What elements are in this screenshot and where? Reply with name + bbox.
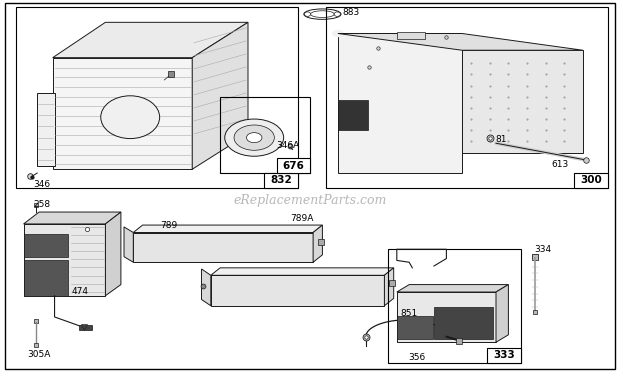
Text: 334: 334: [534, 245, 552, 254]
Ellipse shape: [224, 119, 283, 156]
Bar: [487, 348, 521, 363]
Polygon shape: [211, 268, 394, 275]
Polygon shape: [462, 50, 583, 153]
Ellipse shape: [304, 12, 311, 16]
Polygon shape: [496, 285, 508, 342]
Ellipse shape: [311, 11, 334, 17]
Bar: [277, 158, 310, 173]
Polygon shape: [79, 325, 92, 330]
Text: 832: 832: [270, 176, 292, 185]
Bar: [326, 7, 608, 188]
Polygon shape: [53, 22, 248, 58]
Polygon shape: [133, 232, 313, 262]
Text: 300: 300: [580, 176, 602, 185]
Polygon shape: [211, 275, 384, 306]
Polygon shape: [133, 225, 322, 232]
Bar: [434, 307, 493, 339]
Polygon shape: [202, 269, 211, 306]
Polygon shape: [37, 93, 55, 166]
Text: 333: 333: [493, 350, 515, 360]
Bar: [397, 32, 425, 39]
Polygon shape: [338, 33, 462, 173]
Bar: [338, 100, 368, 130]
Text: 356: 356: [408, 353, 425, 362]
Bar: [220, 97, 310, 173]
Bar: [24, 260, 68, 296]
Polygon shape: [105, 212, 121, 296]
Text: 305A: 305A: [27, 350, 51, 359]
Polygon shape: [192, 22, 248, 169]
Polygon shape: [384, 268, 394, 306]
Text: 851: 851: [400, 309, 417, 318]
Polygon shape: [397, 292, 496, 342]
Polygon shape: [53, 58, 192, 169]
Text: 346A: 346A: [277, 141, 300, 150]
Polygon shape: [124, 227, 133, 262]
Bar: [264, 173, 298, 188]
Text: 789: 789: [160, 221, 177, 230]
Polygon shape: [397, 285, 508, 292]
Text: 883: 883: [343, 8, 360, 17]
Bar: [388, 249, 521, 363]
Polygon shape: [24, 212, 121, 224]
Ellipse shape: [334, 12, 340, 16]
Text: 474: 474: [71, 287, 88, 296]
Ellipse shape: [246, 132, 262, 142]
Text: 258: 258: [33, 200, 50, 209]
Polygon shape: [313, 225, 322, 262]
Ellipse shape: [100, 96, 159, 138]
Text: 676: 676: [282, 161, 304, 170]
Text: eReplacementParts.com: eReplacementParts.com: [233, 195, 387, 207]
Bar: [24, 234, 68, 257]
Bar: [574, 173, 608, 188]
Text: 789A: 789A: [290, 214, 314, 223]
Text: 613: 613: [552, 160, 569, 169]
Ellipse shape: [234, 125, 274, 150]
Polygon shape: [338, 33, 583, 50]
Bar: [16, 7, 298, 188]
Text: 346: 346: [33, 180, 51, 189]
Polygon shape: [24, 224, 105, 296]
Bar: [397, 316, 433, 339]
Ellipse shape: [332, 30, 344, 37]
Text: 81: 81: [495, 135, 507, 144]
